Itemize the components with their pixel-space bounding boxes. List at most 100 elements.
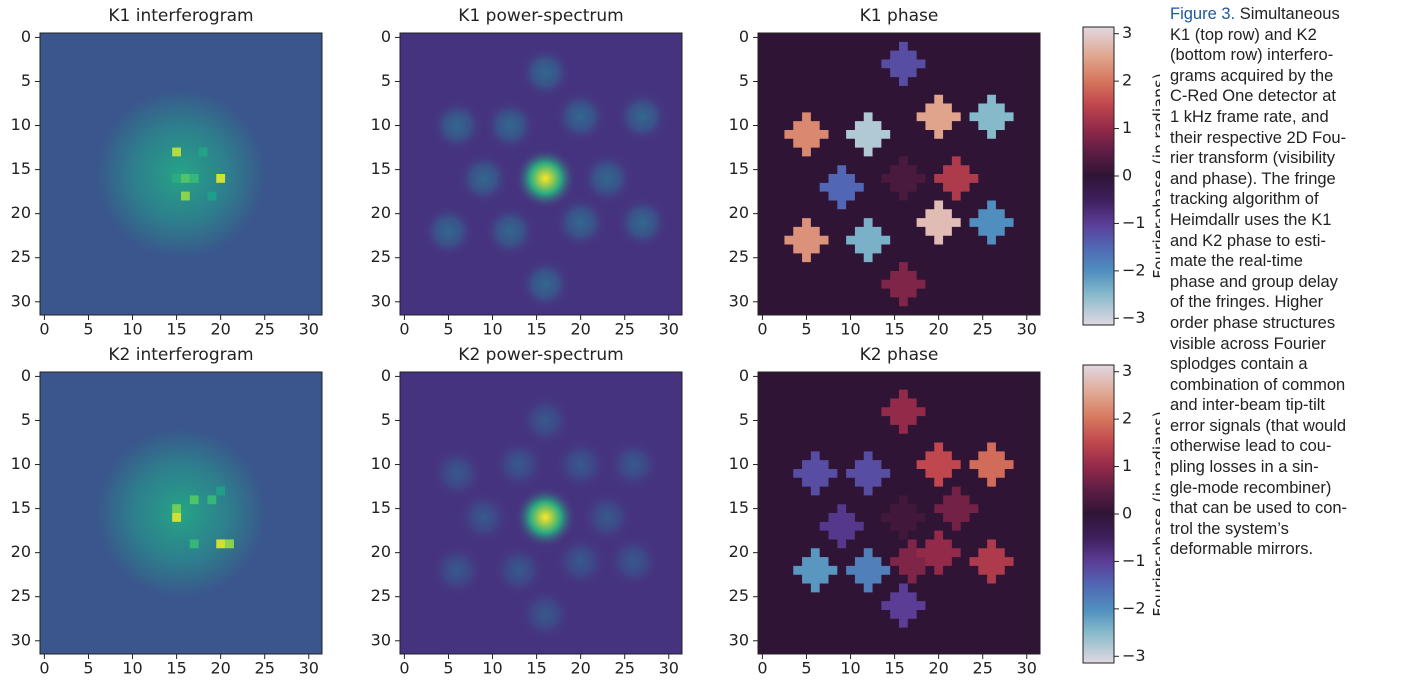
caption-line: C-Red One detector at [1170,87,1336,106]
x-tick-label: 15 [884,320,904,339]
x-tick-label: 15 [884,659,904,678]
peak [554,90,608,144]
peak [422,204,475,258]
y-tick-label: 10 [11,115,31,134]
x-tick-label: 25 [255,659,275,678]
x-tick-label: 15 [166,659,186,678]
phase-spot [881,389,926,434]
bright-pixel [181,174,190,183]
peak [615,196,669,249]
x-tick-label: 10 [840,320,860,339]
frame [39,32,323,316]
caption-line: (bottom row) interfero- [1170,46,1334,65]
peak [518,394,572,447]
x-tick-label: 15 [526,659,546,678]
y-tick-label: 25 [11,247,31,266]
colorbar-tick-label: 2 [1122,409,1132,428]
caption-line: otherwise lead to cou- [1170,437,1332,456]
y-tick-label: 25 [729,247,749,266]
x-tick-label: 20 [210,659,230,678]
phase-spot [819,165,864,210]
y-tick-label: 25 [371,586,391,605]
x-tick-label: 20 [928,320,948,339]
panel-title: K2 phase [860,345,939,365]
y-tick-label: 10 [729,454,749,473]
peak [518,257,572,311]
peak [430,446,484,500]
peak [430,99,484,152]
caption-line: K1 (top row) and K2 [1170,25,1317,44]
phase-spot [969,442,1014,487]
x-tick-label: 20 [928,659,948,678]
colorbar-tick-label: −3 [1122,308,1146,327]
y-tick-label: 20 [729,542,749,561]
plot-area [430,394,660,641]
peak [483,99,537,152]
frame [39,371,323,655]
phase-spot [881,583,926,628]
x-tick-label: 5 [443,320,453,339]
colorbar-tick-label: −3 [1122,646,1146,665]
y-tick-label: 15 [371,159,391,178]
peak [514,486,577,549]
y-tick-label: 15 [729,498,749,517]
caption-line: and phase). The fringe [1170,169,1336,188]
y-tick-label: 30 [729,291,749,310]
phase-spot [969,200,1014,245]
panel: K1 interferogram 0 5 10 15 20 25 30 0 5 10 15 20 25 30 [11,6,323,339]
caption-line: their respective 2D Fou- [1170,128,1347,147]
colorbar-tick-label: 2 [1122,71,1132,90]
y-tick-label: 25 [11,586,31,605]
bright-pixel [225,539,234,549]
x-tick-label: 0 [39,659,49,678]
panel-title: K2 interferogram [108,345,253,365]
x-tick-label: 0 [757,320,767,339]
bright-pixel [172,174,181,183]
bright-pixel [189,539,199,549]
phase-spot [916,442,961,487]
caption-line: trol the system’s [1170,519,1289,538]
caption-text: Simultaneous [1239,5,1340,23]
caption-line: phase and group delay [1170,272,1338,291]
colorbar [1082,26,1115,326]
peak [457,490,511,544]
bright-pixel [198,147,208,157]
phase-spot [784,112,829,157]
bright-pixel [189,174,199,183]
colorbar-tick-label: 1 [1122,456,1132,475]
x-tick-label: 30 [1017,659,1037,678]
colorbar-tick-label: 0 [1122,504,1132,523]
phase-spot [793,451,838,496]
phase-spot [819,504,864,549]
colorbar-tick-label: −2 [1122,598,1146,617]
x-tick-label: 10 [840,659,860,678]
caption-line: error signals (that would [1170,416,1347,435]
bright-pixel [216,174,226,183]
x-tick-label: 30 [659,659,679,678]
x-tick-label: 5 [801,659,811,678]
x-tick-label: 25 [255,320,275,339]
peak [554,196,608,249]
bright-pixel [207,495,217,505]
x-tick-label: 30 [299,659,319,678]
x-tick-label: 30 [1017,320,1037,339]
bright-pixel [172,147,181,157]
y-tick-label: 0 [381,366,391,385]
frame [399,371,683,655]
phase-spot [881,41,926,86]
panel-title: K1 power-spectrum [458,6,623,26]
colorbar-tick-label: 3 [1122,23,1132,42]
x-tick-label: 0 [39,320,49,339]
caption-line: that can be used to con- [1170,499,1348,518]
colorbar-tick-label: 3 [1122,361,1132,380]
plot-area [422,46,669,311]
x-tick-label: 5 [443,659,453,678]
caption-line: and inter-beam tip-tilt [1170,396,1325,415]
phase-spot [793,548,838,593]
phase-spot [934,486,979,531]
panel-title: K1 interferogram [108,6,253,26]
colorbar-label: Fourier-phase (in radians) [1150,411,1161,617]
bright-pixel [189,495,199,505]
